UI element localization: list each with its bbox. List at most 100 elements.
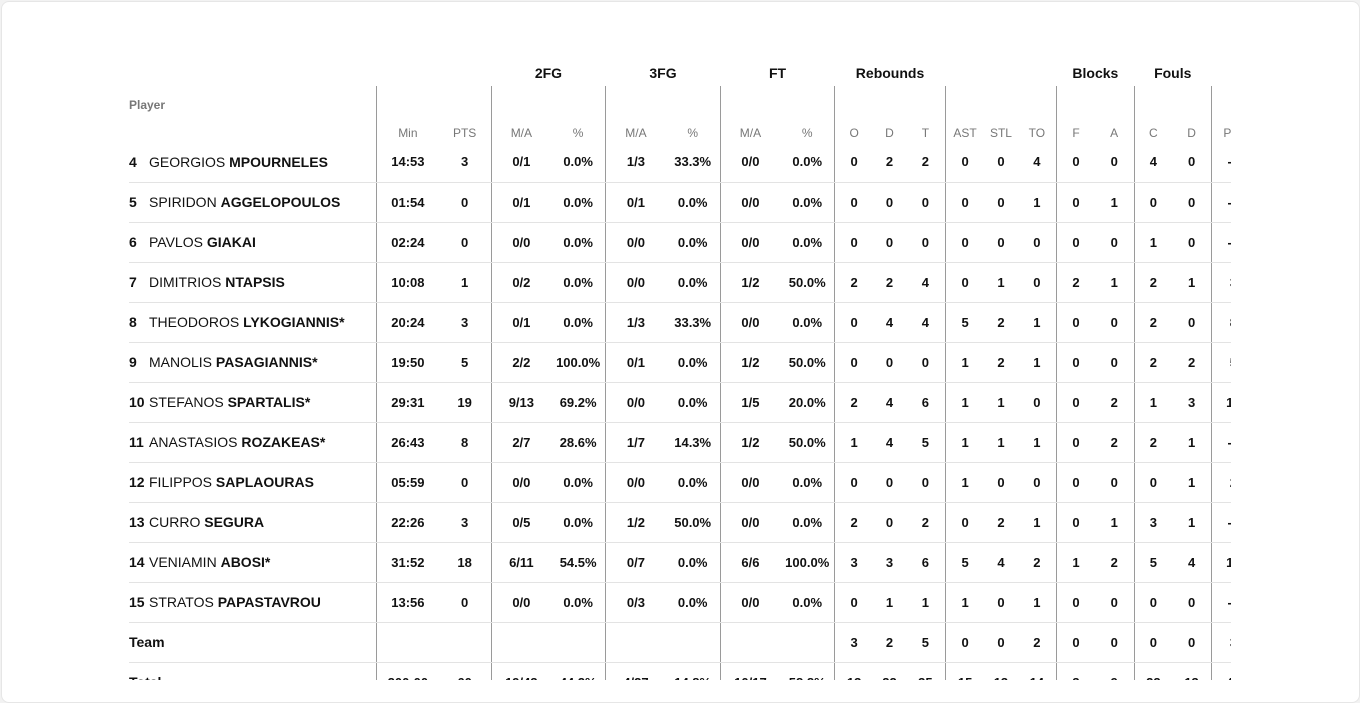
- header-min[interactable]: Min: [376, 86, 439, 142]
- cell-reb-d: 2: [873, 262, 907, 303]
- header-pts[interactable]: PTS: [452, 126, 477, 140]
- player-name[interactable]: 10 STEFANOS SPARTALIS*: [129, 382, 377, 423]
- header-ft-ma[interactable]: M/A: [719, 86, 781, 142]
- row-total[interactable]: Total200:006019/4344.2%4/2714.8%10/1758.…: [129, 662, 1231, 680]
- cell-min: 200:00: [376, 662, 439, 680]
- player-name[interactable]: 4 GEORGIOS MPOURNELES: [129, 142, 377, 183]
- header-pir[interactable]: PIR: [1210, 86, 1231, 142]
- cell-pir: -1: [1210, 222, 1231, 263]
- header-foul-c[interactable]: C: [1133, 86, 1173, 142]
- header-ft-pct[interactable]: %: [801, 126, 813, 140]
- cell-reb-t: 5: [906, 422, 946, 463]
- cell-ft-pct: 100.0%: [780, 542, 835, 583]
- cell-3fg-pct: 0.0%: [665, 342, 721, 383]
- cell-to: 1: [1017, 422, 1057, 463]
- header-reb-d[interactable]: D: [885, 126, 894, 140]
- player-name[interactable]: 7 DIMITRIOS NTAPSIS: [129, 262, 377, 303]
- header-2fg-pct[interactable]: %: [572, 126, 584, 140]
- cell-pir: 19: [1210, 382, 1231, 423]
- cell-stl: 0: [984, 142, 1018, 183]
- table-row[interactable]: 15 STRATOS PAPASTAVROU 13:56 0 0/0 0.0% 0/3 0.0…: [129, 582, 1231, 623]
- table-row[interactable]: 5 SPIRIDON AGGELOPOULOS 01:54 0 0/1 0.0% 0/1 0.…: [129, 182, 1231, 223]
- cell-foul-c: 2: [1133, 302, 1173, 343]
- table-row[interactable]: 11 ANASTASIOS ROZAKEAS* 26:43 8 2/7 28.6% 1/7 1…: [129, 422, 1231, 463]
- table-row[interactable]: 9 MANOLIS PASAGIANNIS* 19:50 5 2/2 100.0% 0/1 0…: [129, 342, 1231, 383]
- boxscore-scroll-area[interactable]: 2FG 3FG FT Rebounds Blocks Fouls Player …: [129, 0, 1231, 680]
- cell-ast: 1: [944, 382, 985, 423]
- cell-foul-c: 2: [1133, 262, 1173, 303]
- player-name[interactable]: 13 CURRO SEGURA: [129, 502, 377, 543]
- header-blk-a[interactable]: A: [1110, 126, 1119, 140]
- header-foul-d[interactable]: D: [1187, 126, 1196, 140]
- cell-3fg-pct: 50.0%: [665, 502, 721, 543]
- cell-ft-ma: 1/2: [719, 422, 781, 463]
- cell-reb-o: 3: [834, 542, 873, 583]
- player-first-name: SPIRIDON: [149, 194, 217, 210]
- cell-reb-o: 0: [834, 302, 873, 343]
- header-reb-t[interactable]: T: [921, 126, 930, 140]
- cell-pts: 0: [438, 182, 492, 223]
- cell-reb-d: 0: [873, 222, 907, 263]
- cell-foul-d: 0: [1172, 582, 1212, 623]
- cell-min: 31:52: [376, 542, 439, 583]
- cell-ft-pct: 50.0%: [780, 262, 835, 303]
- player-first-name: ANASTASIOS: [149, 434, 238, 450]
- cell-min: 10:08: [376, 262, 439, 303]
- cell-foul-c: 5: [1133, 542, 1173, 583]
- cell-ft-ma: [719, 622, 781, 663]
- table-row[interactable]: 10 STEFANOS SPARTALIS* 29:31 19 9/13 69.2% 0/0…: [129, 382, 1231, 423]
- player-first-name: PAVLOS: [149, 234, 203, 250]
- cell-ft-pct: 58.8%: [780, 662, 835, 680]
- header-stl[interactable]: STL: [989, 126, 1012, 140]
- cell-blk-a: 0: [1094, 142, 1135, 183]
- cell-to: 0: [1017, 222, 1057, 263]
- cell-blk-f: 0: [1056, 382, 1095, 423]
- cell-blk-a: 1: [1094, 262, 1135, 303]
- player-first-name: STRATOS: [149, 594, 214, 610]
- cell-ft-pct: 0.0%: [780, 502, 835, 543]
- player-name[interactable]: 14 VENIAMIN ABOSI*: [129, 542, 377, 583]
- header-to[interactable]: TO: [1028, 126, 1046, 140]
- table-row[interactable]: 7 DIMITRIOS NTAPSIS 10:08 1 0/2 0.0% 0/0 0.0% 1/…: [129, 262, 1231, 303]
- player-name[interactable]: 9 MANOLIS PASAGIANNIS*: [129, 342, 377, 383]
- player-name[interactable]: 12 FILIPPOS SAPLAOURAS: [129, 462, 377, 503]
- cell-reb-t: 0: [906, 222, 946, 263]
- cell-reb-t: 2: [906, 502, 946, 543]
- player-number: 13: [129, 514, 145, 530]
- table-row[interactable]: 14 VENIAMIN ABOSI* 31:52 18 6/11 54.5% 0/7 0.0%…: [129, 542, 1231, 583]
- cell-reb-t: 4: [906, 302, 946, 343]
- player-name[interactable]: 8 THEODOROS LYKOGIANNIS*: [129, 302, 377, 343]
- header-2fg-ma[interactable]: M/A: [490, 86, 552, 142]
- player-name[interactable]: 15 STRATOS PAPASTAVROU: [129, 582, 377, 623]
- cell-reb-o: 2: [834, 262, 873, 303]
- table-row[interactable]: 12 FILIPPOS SAPLAOURAS 05:59 0 0/0 0.0% 0/0 0.0…: [129, 462, 1231, 503]
- header-blk-f[interactable]: F: [1056, 86, 1095, 142]
- player-name[interactable]: 11 ANASTASIOS ROZAKEAS*: [129, 422, 377, 463]
- header-ast[interactable]: AST: [944, 86, 985, 142]
- player-name[interactable]: 6 PAVLOS GIAKAI: [129, 222, 377, 263]
- cell-min: 20:24: [376, 302, 439, 343]
- cell-stl: 1: [984, 382, 1018, 423]
- cell-min: 02:24: [376, 222, 439, 263]
- cell-3fg-ma: 0/3: [605, 582, 666, 623]
- cell-reb-o: 2: [834, 502, 873, 543]
- player-name[interactable]: 5 SPIRIDON AGGELOPOULOS: [129, 182, 377, 223]
- header-reb-o[interactable]: O: [834, 86, 873, 142]
- cell-reb-d: 3: [873, 542, 907, 583]
- table-row[interactable]: 6 PAVLOS GIAKAI 02:24 0 0/0 0.0% 0/0 0.0% 0/0 0.0…: [129, 222, 1231, 263]
- cell-blk-f: 0: [1056, 422, 1095, 463]
- cell-ft-pct: 50.0%: [780, 342, 835, 383]
- table-row[interactable]: 13 CURRO SEGURA 22:26 3 0/5 0.0% 1/2 50.0% 0/0 0.…: [129, 502, 1231, 543]
- cell-stl: 0: [984, 462, 1018, 503]
- row-team[interactable]: Team32500200003: [129, 622, 1231, 663]
- header-3fg-ma[interactable]: M/A: [605, 86, 666, 142]
- cell-foul-d: 0: [1172, 182, 1212, 223]
- cell-blk-f: 1: [1056, 542, 1095, 583]
- cell-blk-f: 0: [1056, 622, 1095, 663]
- header-3fg-pct[interactable]: %: [687, 126, 699, 140]
- cell-min: 19:50: [376, 342, 439, 383]
- table-row[interactable]: 4 GEORGIOS MPOURNELES 14:53 3 0/1 0.0% 1/3 33.3…: [129, 142, 1231, 183]
- cell-ft-ma: 1/2: [719, 342, 781, 383]
- table-row[interactable]: 8 THEODOROS LYKOGIANNIS* 20:24 3 0/1 0.0% 1/3 3…: [129, 302, 1231, 343]
- header-player[interactable]: Player: [129, 98, 166, 112]
